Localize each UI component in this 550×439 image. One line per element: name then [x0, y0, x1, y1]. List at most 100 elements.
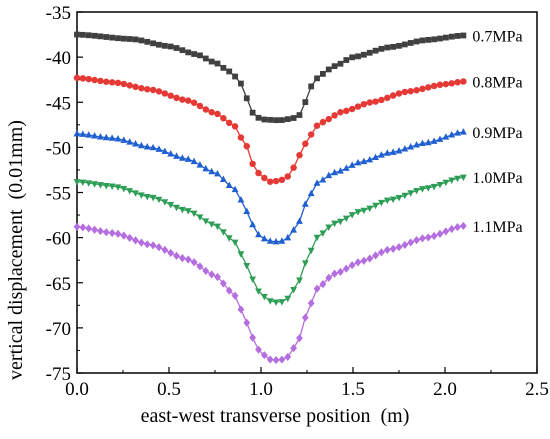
data-point	[243, 142, 251, 150]
data-point	[307, 247, 315, 255]
data-point	[249, 333, 257, 342]
data-point	[436, 135, 444, 142]
data-point	[307, 299, 315, 308]
series-0.7MPa: 0.7MPa	[74, 28, 523, 124]
data-point	[167, 43, 174, 50]
data-point	[260, 351, 268, 360]
data-point	[260, 234, 268, 242]
data-point	[448, 131, 456, 138]
data-point	[348, 212, 356, 219]
data-point	[196, 161, 204, 168]
data-point	[354, 103, 362, 110]
data-point	[237, 305, 245, 314]
data-point	[389, 244, 397, 253]
data-point	[319, 176, 327, 183]
data-point	[266, 178, 274, 185]
data-point	[407, 40, 414, 46]
series-1.0MPa: 1.0MPa	[73, 170, 523, 306]
data-point	[214, 223, 221, 231]
y-tick-label: -75	[46, 364, 71, 385]
data-point	[132, 236, 139, 245]
data-point	[266, 298, 274, 305]
data-point	[354, 209, 362, 216]
data-point	[290, 226, 298, 233]
data-point	[196, 262, 204, 271]
data-point	[430, 137, 438, 144]
data-point	[413, 236, 420, 245]
data-point	[424, 185, 432, 192]
data-point	[243, 207, 251, 215]
data-point	[430, 231, 438, 241]
data-point	[97, 77, 104, 85]
data-point	[202, 218, 210, 225]
data-point	[290, 344, 298, 353]
data-point	[313, 179, 321, 186]
data-point	[225, 235, 233, 242]
data-point	[431, 36, 438, 43]
data-point	[226, 68, 233, 75]
data-point	[343, 107, 350, 115]
data-point	[126, 82, 133, 89]
data-point	[407, 87, 414, 95]
data-point	[442, 80, 450, 88]
data-point	[196, 214, 204, 221]
y-tick-label: -60	[46, 229, 71, 250]
data-point	[284, 295, 292, 303]
data-point	[219, 175, 227, 182]
data-point	[138, 141, 145, 149]
data-point	[214, 272, 221, 282]
data-point	[232, 73, 238, 80]
data-point	[238, 80, 244, 87]
data-point	[360, 157, 368, 165]
data-point	[225, 286, 233, 295]
data-point	[73, 222, 81, 231]
data-point	[325, 66, 332, 73]
data-point	[85, 131, 93, 138]
data-point	[383, 245, 391, 254]
data-point	[73, 74, 81, 82]
data-point	[302, 140, 309, 147]
data-point	[419, 85, 426, 93]
data-point	[255, 288, 262, 295]
data-point	[97, 182, 104, 189]
data-point	[126, 138, 134, 145]
data-point	[79, 130, 87, 137]
data-point	[231, 123, 239, 130]
series-1.1MPa: 1.1MPa	[73, 219, 523, 365]
data-point	[173, 45, 180, 51]
data-point	[442, 133, 450, 140]
data-point	[284, 173, 291, 180]
data-point	[260, 293, 268, 301]
data-point	[348, 261, 356, 270]
data-point	[348, 161, 356, 168]
data-point	[331, 63, 338, 70]
data-point	[91, 32, 98, 39]
data-point	[395, 243, 403, 252]
x-tick-label: 0.5	[157, 379, 181, 400]
data-point	[395, 147, 403, 154]
data-point	[342, 215, 350, 223]
data-point	[79, 179, 87, 187]
data-point	[208, 167, 216, 175]
data-point	[132, 83, 139, 91]
data-point	[144, 86, 151, 93]
data-point	[144, 38, 151, 45]
data-point	[150, 40, 156, 47]
data-point	[343, 57, 350, 63]
data-point	[448, 80, 455, 87]
data-point	[79, 31, 86, 38]
data-point	[231, 291, 239, 300]
data-point	[290, 286, 298, 294]
data-point	[383, 197, 391, 205]
data-point	[173, 152, 180, 159]
data-point	[272, 299, 280, 306]
data-point	[407, 190, 415, 197]
data-point	[419, 234, 426, 243]
data-point	[372, 202, 379, 210]
data-point	[102, 133, 110, 141]
data-point	[436, 229, 444, 238]
data-point	[319, 118, 327, 126]
data-point	[313, 234, 321, 242]
data-point	[419, 139, 426, 147]
series-label: 0.7MPa	[472, 28, 522, 45]
